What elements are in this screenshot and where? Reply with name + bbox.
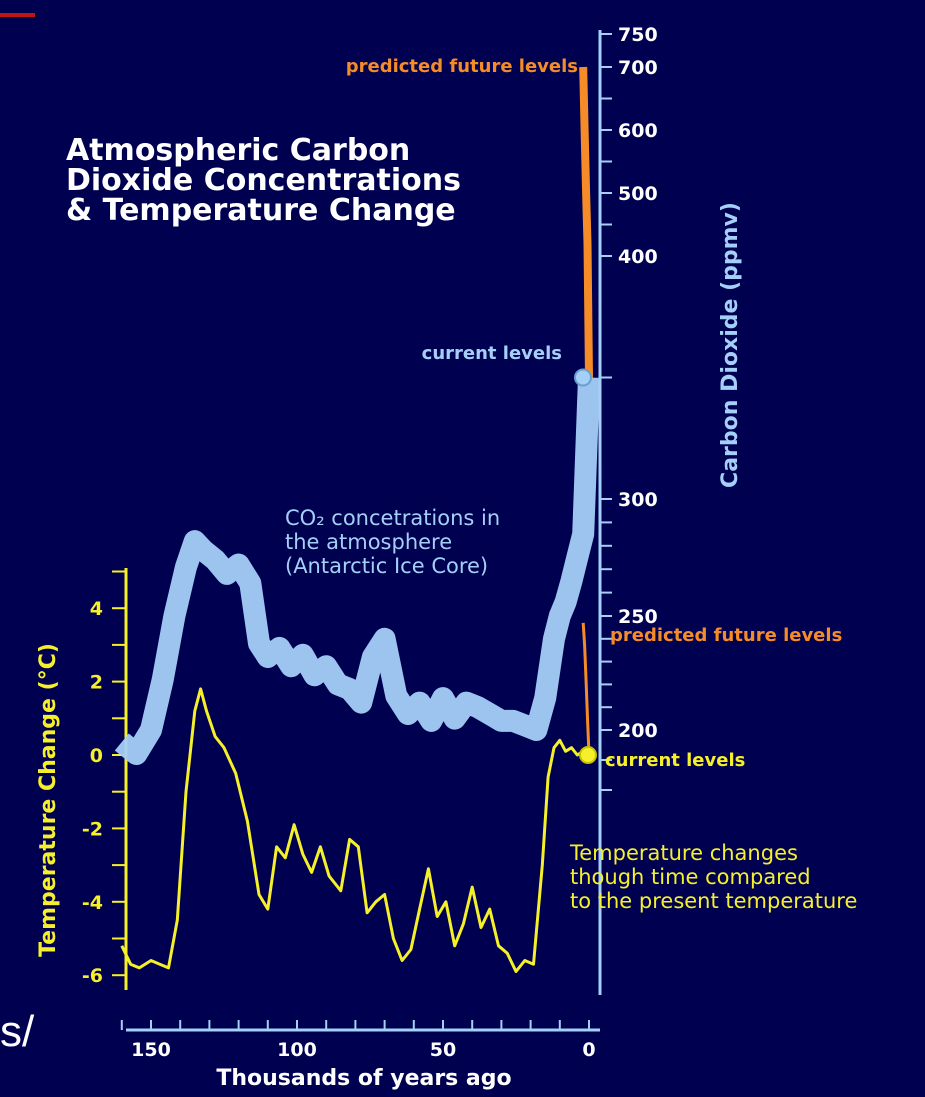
co2-future-line <box>579 66 593 378</box>
label-line: Temperature changes <box>569 841 798 865</box>
left-axis-label: Temperature Change (°C) <box>36 643 61 957</box>
current-temp-label: current levels <box>605 750 745 771</box>
x-tick-label: 0 <box>582 1039 595 1061</box>
co2-series-label: CO₂ concetrations in the atmosphere (Antar… <box>285 506 500 578</box>
x-tick-label: 50 <box>430 1039 456 1061</box>
label-line: Dioxide Concentrations <box>66 163 461 198</box>
chart-title: Atmospheric Carbon Dioxide Concentrations… <box>66 133 461 228</box>
current-co2-marker <box>574 368 592 387</box>
current-co2-label: current levels <box>422 343 562 364</box>
temperature-future-line <box>581 622 591 756</box>
label-line: (Antarctic Ice Core) <box>285 554 488 578</box>
label-line: Atmospheric Carbon <box>66 133 410 168</box>
future-co2-label: predicted future levels <box>346 56 578 77</box>
right-tick-label: 250 <box>618 606 658 628</box>
left-tick-label: -6 <box>82 965 103 987</box>
left-tick-label: -4 <box>82 892 103 914</box>
temperature-line <box>120 687 590 973</box>
right-tick-label: 600 <box>618 120 658 142</box>
right-tick-label: 400 <box>618 246 658 268</box>
labels-group: Atmospheric Carbon Dioxide Concentrations… <box>36 56 857 1091</box>
right-tick-label: 750 <box>618 24 658 46</box>
x-tick-label: 150 <box>131 1039 171 1061</box>
x-tick-label: 100 <box>277 1039 317 1061</box>
series-group <box>114 66 600 973</box>
right-tick-label: 700 <box>618 57 658 79</box>
future-temp-label: predicted future levels <box>610 625 842 646</box>
current-temp-marker <box>579 746 597 764</box>
left-tick-label: 4 <box>90 598 103 620</box>
slide-text-fragment: s/ <box>0 1007 35 1056</box>
red-rule-decoration <box>0 13 35 17</box>
label-line: & Temperature Change <box>66 193 456 228</box>
x-axis-label: Thousands of years ago <box>216 1066 511 1091</box>
co2-ice-core-band <box>114 377 600 765</box>
left-tick-label: -2 <box>82 818 103 840</box>
temperature-series-label: Temperature changes though time compared t… <box>569 841 857 913</box>
left-tick-label: 0 <box>90 745 103 767</box>
left-tick-label: 2 <box>90 672 103 694</box>
label-line: CO₂ concetrations in <box>285 506 500 530</box>
right-axis-label: Carbon Dioxide (ppmv) <box>718 202 743 488</box>
label-line: though time compared <box>570 865 811 889</box>
label-line: to the present temperature <box>570 889 857 913</box>
right-tick-label: 500 <box>618 183 658 205</box>
right-tick-label: 200 <box>618 720 658 742</box>
label-line: the atmosphere <box>285 530 452 554</box>
right-tick-label: 300 <box>618 489 658 511</box>
